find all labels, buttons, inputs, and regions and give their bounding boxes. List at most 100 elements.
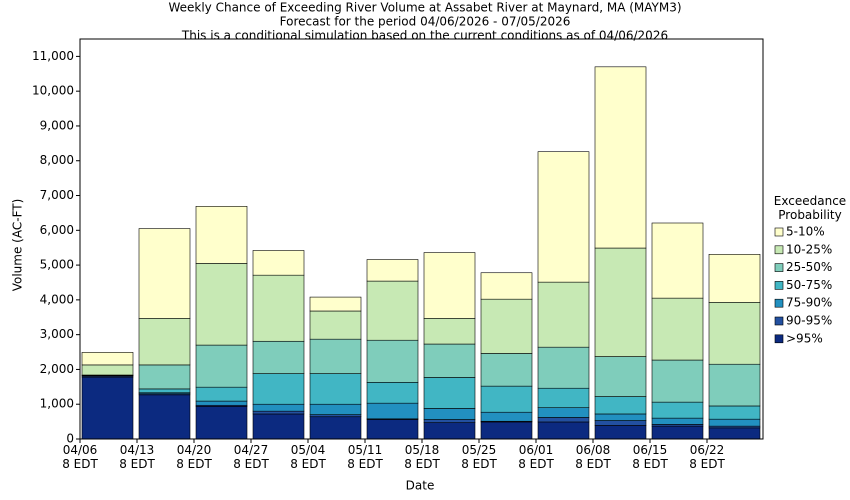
bar-segment <box>366 280 419 341</box>
x-tick-label: 04/06 8 EDT <box>62 443 98 471</box>
bar-segment <box>480 272 533 300</box>
y-tick-label: 1,000 <box>40 397 74 411</box>
bar-segment <box>366 382 419 404</box>
legend-label: 75-90% <box>786 296 832 310</box>
bar-segment <box>252 373 305 405</box>
bar-segment <box>537 421 590 440</box>
bar-segment <box>309 338 362 374</box>
x-tick-label: 05/18 8 EDT <box>404 443 440 471</box>
bar-segment <box>138 394 191 440</box>
bar-segment <box>594 247 647 357</box>
bar-segment <box>423 252 476 319</box>
legend-swatch <box>774 334 784 344</box>
bar-segment <box>594 396 647 415</box>
bar-segment <box>423 343 476 378</box>
bar-segment <box>195 206 248 264</box>
legend-label: 5-10% <box>786 225 825 239</box>
bar-segment <box>480 411 533 422</box>
bar-segment <box>309 416 362 440</box>
bar-segment <box>252 403 305 412</box>
bar-segment <box>480 421 533 440</box>
bar-segment <box>252 410 305 415</box>
bar-segment <box>708 405 761 420</box>
y-axis-label: Volume (AC-FT) <box>11 199 25 292</box>
bar-segment <box>423 422 476 440</box>
bar-segment <box>594 420 647 426</box>
bar-segment <box>423 419 476 423</box>
bar-segment <box>480 385 533 413</box>
x-tick-label: 05/25 8 EDT <box>461 443 497 471</box>
x-tick-label: 04/20 8 EDT <box>176 443 212 471</box>
x-tick-label: 04/27 8 EDT <box>233 443 269 471</box>
bar-segment <box>651 359 704 403</box>
bar-segment <box>309 296 362 312</box>
bar-segment <box>195 263 248 346</box>
bar-segment <box>708 427 761 440</box>
x-tick-label: 06/22 8 EDT <box>689 443 725 471</box>
legend-swatch <box>774 298 784 308</box>
bar-segment <box>81 376 134 440</box>
bar-segment <box>537 151 590 283</box>
bar-segment <box>537 387 590 408</box>
y-tick-label: 3,000 <box>40 327 74 341</box>
legend-title: Exceedance Probability <box>773 194 847 222</box>
bar-segment <box>81 364 134 376</box>
bar-segment <box>252 340 305 374</box>
bar-segment <box>195 400 248 406</box>
legend-swatch <box>774 281 784 290</box>
bar-segment <box>708 418 761 427</box>
legend-label: 50-75% <box>786 278 832 292</box>
bar-segment <box>366 402 419 420</box>
legend-label: >95% <box>786 331 823 345</box>
bar-segment <box>138 388 191 394</box>
x-tick-label: 04/13 8 EDT <box>119 443 155 471</box>
bar-segment <box>252 413 305 440</box>
x-tick-label: 05/11 8 EDT <box>347 443 383 471</box>
legend-swatch <box>774 227 784 237</box>
y-tick-label: 11,000 <box>32 49 74 63</box>
bar-segment <box>651 425 704 440</box>
bar-segment <box>708 302 761 365</box>
x-axis-label: Date <box>406 479 435 493</box>
bar-segment <box>708 254 761 303</box>
bar-segment <box>195 344 248 388</box>
y-tick-label: 8,000 <box>40 153 74 167</box>
bar-segment <box>480 353 533 387</box>
chart-note: This is a conditional simulation based o… <box>181 29 668 43</box>
y-tick-label: 9,000 <box>40 118 74 132</box>
bar-segment <box>651 297 704 361</box>
bar-segment <box>309 403 362 415</box>
y-tick-label: 0 <box>66 432 74 446</box>
legend-label: 90-95% <box>786 314 832 328</box>
chart-title: Weekly Chance of Exceeding River Volume … <box>168 1 681 15</box>
legend-label: 10-25% <box>786 242 832 256</box>
y-tick-label: 4,000 <box>40 292 74 306</box>
bar-segment <box>81 352 134 366</box>
bar-segment <box>138 228 191 319</box>
bar-segment <box>594 66 647 249</box>
bar-segment <box>651 222 704 299</box>
bar-segment <box>423 318 476 345</box>
bar-segment <box>537 417 590 423</box>
bar-segment <box>651 417 704 425</box>
bar-segment <box>309 414 362 418</box>
bar-segment <box>594 425 647 440</box>
bar-segment <box>708 363 761 407</box>
x-tick-label: 06/01 8 EDT <box>518 443 554 471</box>
y-tick-label: 5,000 <box>40 258 74 272</box>
legend-swatch <box>774 316 784 326</box>
bar-segment <box>138 364 191 390</box>
bar-segment <box>252 274 305 342</box>
x-tick-label: 05/04 8 EDT <box>290 443 326 471</box>
bar-segment <box>366 419 419 440</box>
y-tick-label: 10,000 <box>32 84 74 98</box>
bar-segment <box>537 346 590 389</box>
bar-segment <box>195 406 248 440</box>
chart-subtitle: Forecast for the period 04/06/2026 - 07/… <box>280 15 571 29</box>
bar-segment <box>651 401 704 419</box>
bar-segment <box>138 318 191 366</box>
bar-segment <box>537 281 590 348</box>
legend-swatch <box>774 245 784 255</box>
